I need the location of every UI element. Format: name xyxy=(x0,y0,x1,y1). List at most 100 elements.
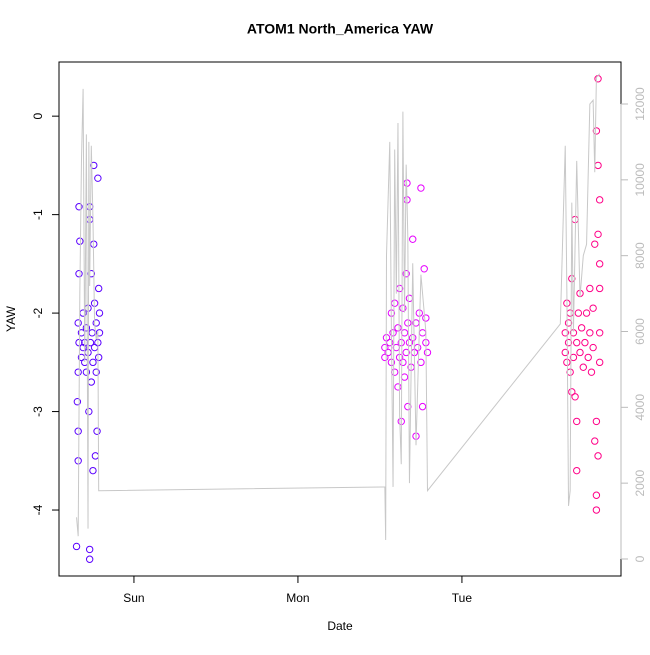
data-point xyxy=(586,329,594,337)
data-line xyxy=(76,73,601,541)
x-tick-label: Mon xyxy=(286,591,309,605)
data-point xyxy=(591,240,599,248)
data-point xyxy=(564,338,573,347)
data-point xyxy=(390,299,399,307)
y2-tick-label: 8000 xyxy=(633,242,647,269)
y-tick-label: -2 xyxy=(31,307,45,318)
data-point xyxy=(402,348,410,357)
data-point xyxy=(95,309,104,317)
y2-tick-label: 12000 xyxy=(633,87,647,121)
data-point xyxy=(89,358,97,367)
data-point xyxy=(566,368,574,376)
data-point xyxy=(595,284,604,293)
data-point xyxy=(571,393,579,401)
data-point xyxy=(594,230,602,239)
data-point xyxy=(394,383,402,391)
data-point xyxy=(74,368,82,376)
data-point xyxy=(402,270,410,278)
plot-frame xyxy=(58,61,622,577)
data-point xyxy=(592,417,601,426)
data-point xyxy=(594,161,602,170)
data-point xyxy=(87,378,96,386)
data-point xyxy=(595,358,604,367)
data-point xyxy=(589,343,597,352)
data-point xyxy=(85,545,94,554)
data-point xyxy=(91,452,100,460)
data-point xyxy=(400,373,409,381)
data-point xyxy=(579,363,587,371)
x-tick-label: Tue xyxy=(452,591,473,605)
data-point xyxy=(594,452,602,460)
data-point xyxy=(592,127,601,135)
data-point xyxy=(74,427,82,435)
data-point xyxy=(94,353,103,362)
data-point xyxy=(399,358,407,367)
data-point xyxy=(592,506,601,514)
data-point xyxy=(85,555,94,563)
data-point xyxy=(89,466,97,475)
y2-tick-label: 10000 xyxy=(633,163,647,197)
y2-tick-label: 4000 xyxy=(633,394,647,421)
data-point xyxy=(92,368,100,376)
data-point xyxy=(72,542,81,551)
data-point xyxy=(399,304,407,312)
data-point xyxy=(591,437,599,445)
data-point xyxy=(404,402,412,411)
data-point xyxy=(400,329,409,337)
data-point xyxy=(404,319,412,327)
data-point xyxy=(94,284,103,293)
data-point xyxy=(587,368,596,376)
chart-title: ATOM1 North_America YAW xyxy=(247,21,434,37)
x-axis-label: Date xyxy=(327,619,353,633)
data-point xyxy=(94,174,102,182)
data-point xyxy=(576,348,584,357)
data-point xyxy=(95,329,104,337)
data-point xyxy=(420,265,428,273)
data-point xyxy=(73,398,82,406)
data-point xyxy=(561,329,569,337)
y2-tick-label: 2000 xyxy=(633,469,647,496)
y2-tick-label: 6000 xyxy=(633,318,647,345)
data-point xyxy=(573,338,581,347)
data-point xyxy=(563,358,571,367)
data-point xyxy=(566,309,574,317)
data-point xyxy=(85,407,93,416)
data-point xyxy=(417,184,425,192)
data-point xyxy=(581,338,589,347)
y2-tick-label: 0 xyxy=(633,555,647,562)
data-point xyxy=(75,203,83,211)
data-point xyxy=(381,353,389,362)
data-point xyxy=(589,304,597,312)
data-point xyxy=(74,319,82,327)
y-tick-label: -3 xyxy=(31,406,45,417)
data-point xyxy=(92,319,100,327)
data-point xyxy=(76,237,84,245)
y-tick-label: -1 xyxy=(31,209,45,220)
data-point xyxy=(422,314,430,322)
data-point xyxy=(595,196,604,204)
data-point xyxy=(405,338,414,347)
data-point xyxy=(409,235,417,243)
data-point xyxy=(397,338,405,347)
data-point xyxy=(577,324,586,332)
y-axis-label: YAW xyxy=(4,305,18,332)
y-tick-label: 0 xyxy=(31,113,45,120)
data-point xyxy=(90,161,98,170)
y-tick-label: -4 xyxy=(31,504,45,515)
data-point xyxy=(417,358,425,367)
data-point xyxy=(564,319,573,327)
data-point xyxy=(561,348,569,357)
data-point xyxy=(75,270,83,278)
data-point xyxy=(418,329,427,337)
data-point xyxy=(93,427,101,435)
data-point xyxy=(582,309,591,317)
data-point xyxy=(573,466,581,475)
data-point xyxy=(595,329,604,337)
data-point xyxy=(88,329,96,337)
data-point xyxy=(586,284,594,293)
data-point xyxy=(394,324,402,332)
data-point xyxy=(568,388,576,396)
data-point xyxy=(82,368,91,376)
data-point xyxy=(409,334,417,342)
